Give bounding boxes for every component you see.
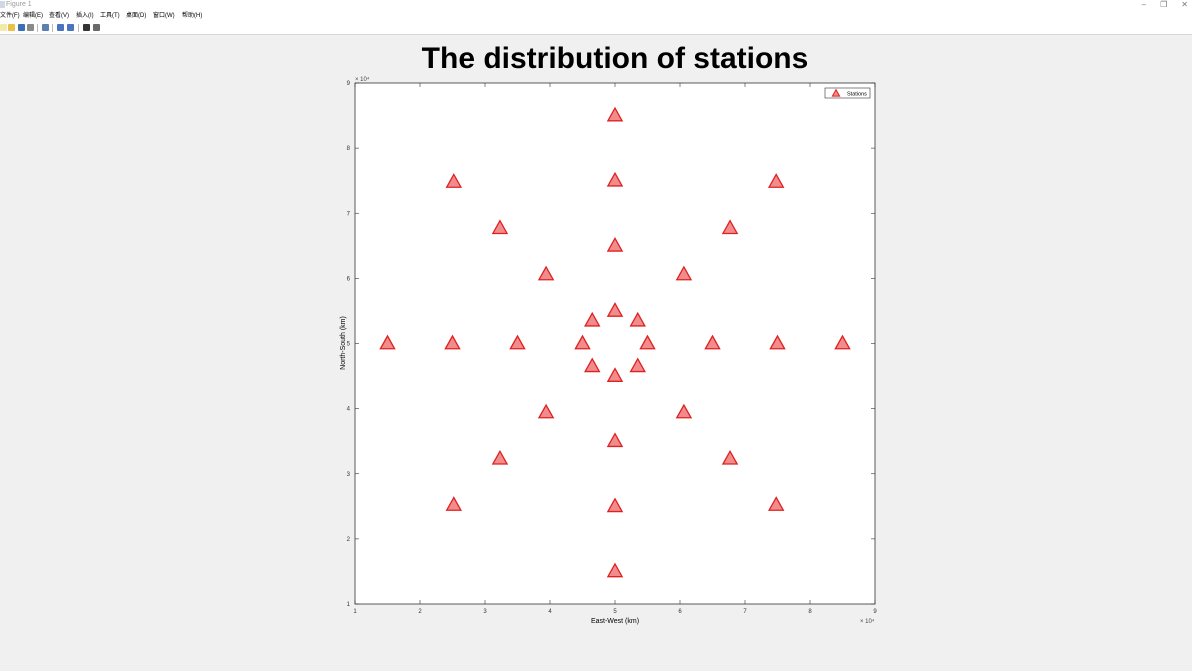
y-tick-label: 7	[347, 211, 351, 217]
x-tick-label: 8	[808, 609, 812, 615]
x-tick-label: 1	[353, 609, 357, 615]
station-marker	[584, 357, 601, 373]
plot-area	[354, 82, 876, 605]
legend-marker	[831, 88, 841, 97]
x-axis-label: East-West (km)	[591, 618, 639, 625]
dock-icon[interactable]	[67, 24, 74, 31]
x-tick-label: 7	[743, 609, 747, 615]
station-marker	[606, 497, 624, 513]
x-tick-labels: 1 2 3 4 5 6 7 8 9	[353, 609, 877, 615]
station-marker	[606, 302, 624, 317]
figure-window-icon	[0, 1, 5, 8]
pointer-icon[interactable]	[83, 24, 90, 31]
x-tick-label: 3	[483, 609, 487, 615]
property-editor-icon[interactable]	[93, 24, 100, 31]
toolbar-separator	[78, 24, 79, 32]
x-tick-label: 5	[613, 609, 617, 615]
chart-title: The distribution of stations	[421, 42, 809, 75]
save-icon[interactable]	[18, 24, 25, 31]
legend-label: Stations	[847, 92, 867, 98]
station-marker	[509, 334, 526, 350]
menu-desktop[interactable]: 桌面(D)	[126, 13, 147, 19]
menu-view[interactable]: 查看(V)	[49, 13, 69, 19]
toolbar-separator	[52, 24, 53, 32]
station-marker	[537, 265, 555, 281]
station-marker	[574, 334, 591, 350]
y-tick-label: 9	[347, 81, 351, 87]
close-button[interactable]: ✕	[1181, 0, 1188, 9]
station-marker	[606, 171, 624, 187]
station-marker	[721, 219, 739, 235]
legend-box	[824, 87, 871, 99]
station-marker	[721, 449, 739, 465]
y-tick-labels: 1 2 3 4 5 6 7 8 9	[347, 81, 351, 608]
figure-toolbar	[0, 22, 1192, 35]
menu-tools[interactable]: 工具(T)	[100, 13, 120, 19]
station-marker	[675, 403, 693, 419]
x-tick-label: 9	[873, 609, 877, 615]
station-marker	[606, 236, 624, 252]
y-tick-label: 8	[347, 146, 351, 152]
station-marker	[606, 106, 624, 122]
station-marker	[606, 562, 624, 578]
open-folder-icon[interactable]	[8, 24, 15, 31]
station-marker	[834, 334, 851, 350]
station-marker	[675, 265, 693, 281]
menu-edit[interactable]: 编辑(E)	[23, 13, 43, 19]
station-marker	[767, 496, 785, 511]
station-marker	[606, 432, 624, 448]
new-file-icon[interactable]	[0, 24, 7, 31]
window-controls: – ❐ ✕	[1142, 0, 1188, 9]
x-tick-label: 6	[678, 609, 682, 615]
x-tick-label: 4	[548, 609, 552, 615]
window-title: Figure 1	[6, 1, 32, 8]
station-marker	[379, 334, 396, 350]
figure-icon[interactable]	[57, 24, 64, 31]
station-marker	[629, 311, 646, 327]
print-icon[interactable]	[27, 24, 34, 31]
station-marker	[639, 334, 656, 350]
station-marker	[584, 311, 601, 327]
station-marker	[491, 449, 509, 465]
y-tick-label: 1	[347, 602, 351, 608]
station-marker	[769, 334, 786, 350]
station-marker	[491, 219, 509, 235]
legend: Stations	[824, 87, 871, 99]
y-tick-label: 6	[347, 276, 351, 282]
station-marker	[606, 367, 624, 382]
y-tick-label: 4	[347, 407, 351, 413]
y-tick-label: 2	[347, 537, 351, 543]
menu-bar: 文件(F) 编辑(E) 查看(V) 插入(I) 工具(T) 桌面(D) 窗口(W…	[0, 10, 1192, 22]
station-marker	[445, 173, 463, 188]
y-exponent-label: × 10⁴	[355, 76, 370, 83]
menu-window[interactable]: 窗口(W)	[153, 13, 175, 19]
y-tick-label: 3	[347, 472, 351, 478]
axis-ticks	[354, 82, 876, 605]
station-marker	[444, 334, 461, 350]
menu-file[interactable]: 文件(F)	[0, 13, 20, 19]
station-marker	[704, 334, 721, 350]
station-markers	[379, 106, 851, 578]
station-marker	[629, 357, 646, 373]
y-tick-label: 5	[347, 342, 351, 348]
zoom-icon[interactable]	[42, 24, 49, 31]
toolbar-separator	[37, 24, 38, 32]
minimize-button[interactable]: –	[1141, 0, 1147, 9]
station-marker	[767, 173, 785, 188]
menu-help[interactable]: 帮助(H)	[182, 13, 203, 19]
y-axis-label: North-South (km)	[340, 316, 347, 370]
window-titlebar: Figure 1 – ❐ ✕	[0, 0, 1192, 10]
station-marker	[537, 403, 555, 419]
x-exponent-label: × 10⁴	[860, 618, 875, 625]
x-tick-label: 2	[418, 609, 422, 615]
station-marker	[445, 496, 463, 511]
menu-insert[interactable]: 插入(I)	[76, 13, 94, 19]
restore-button[interactable]: ❐	[1160, 0, 1168, 9]
